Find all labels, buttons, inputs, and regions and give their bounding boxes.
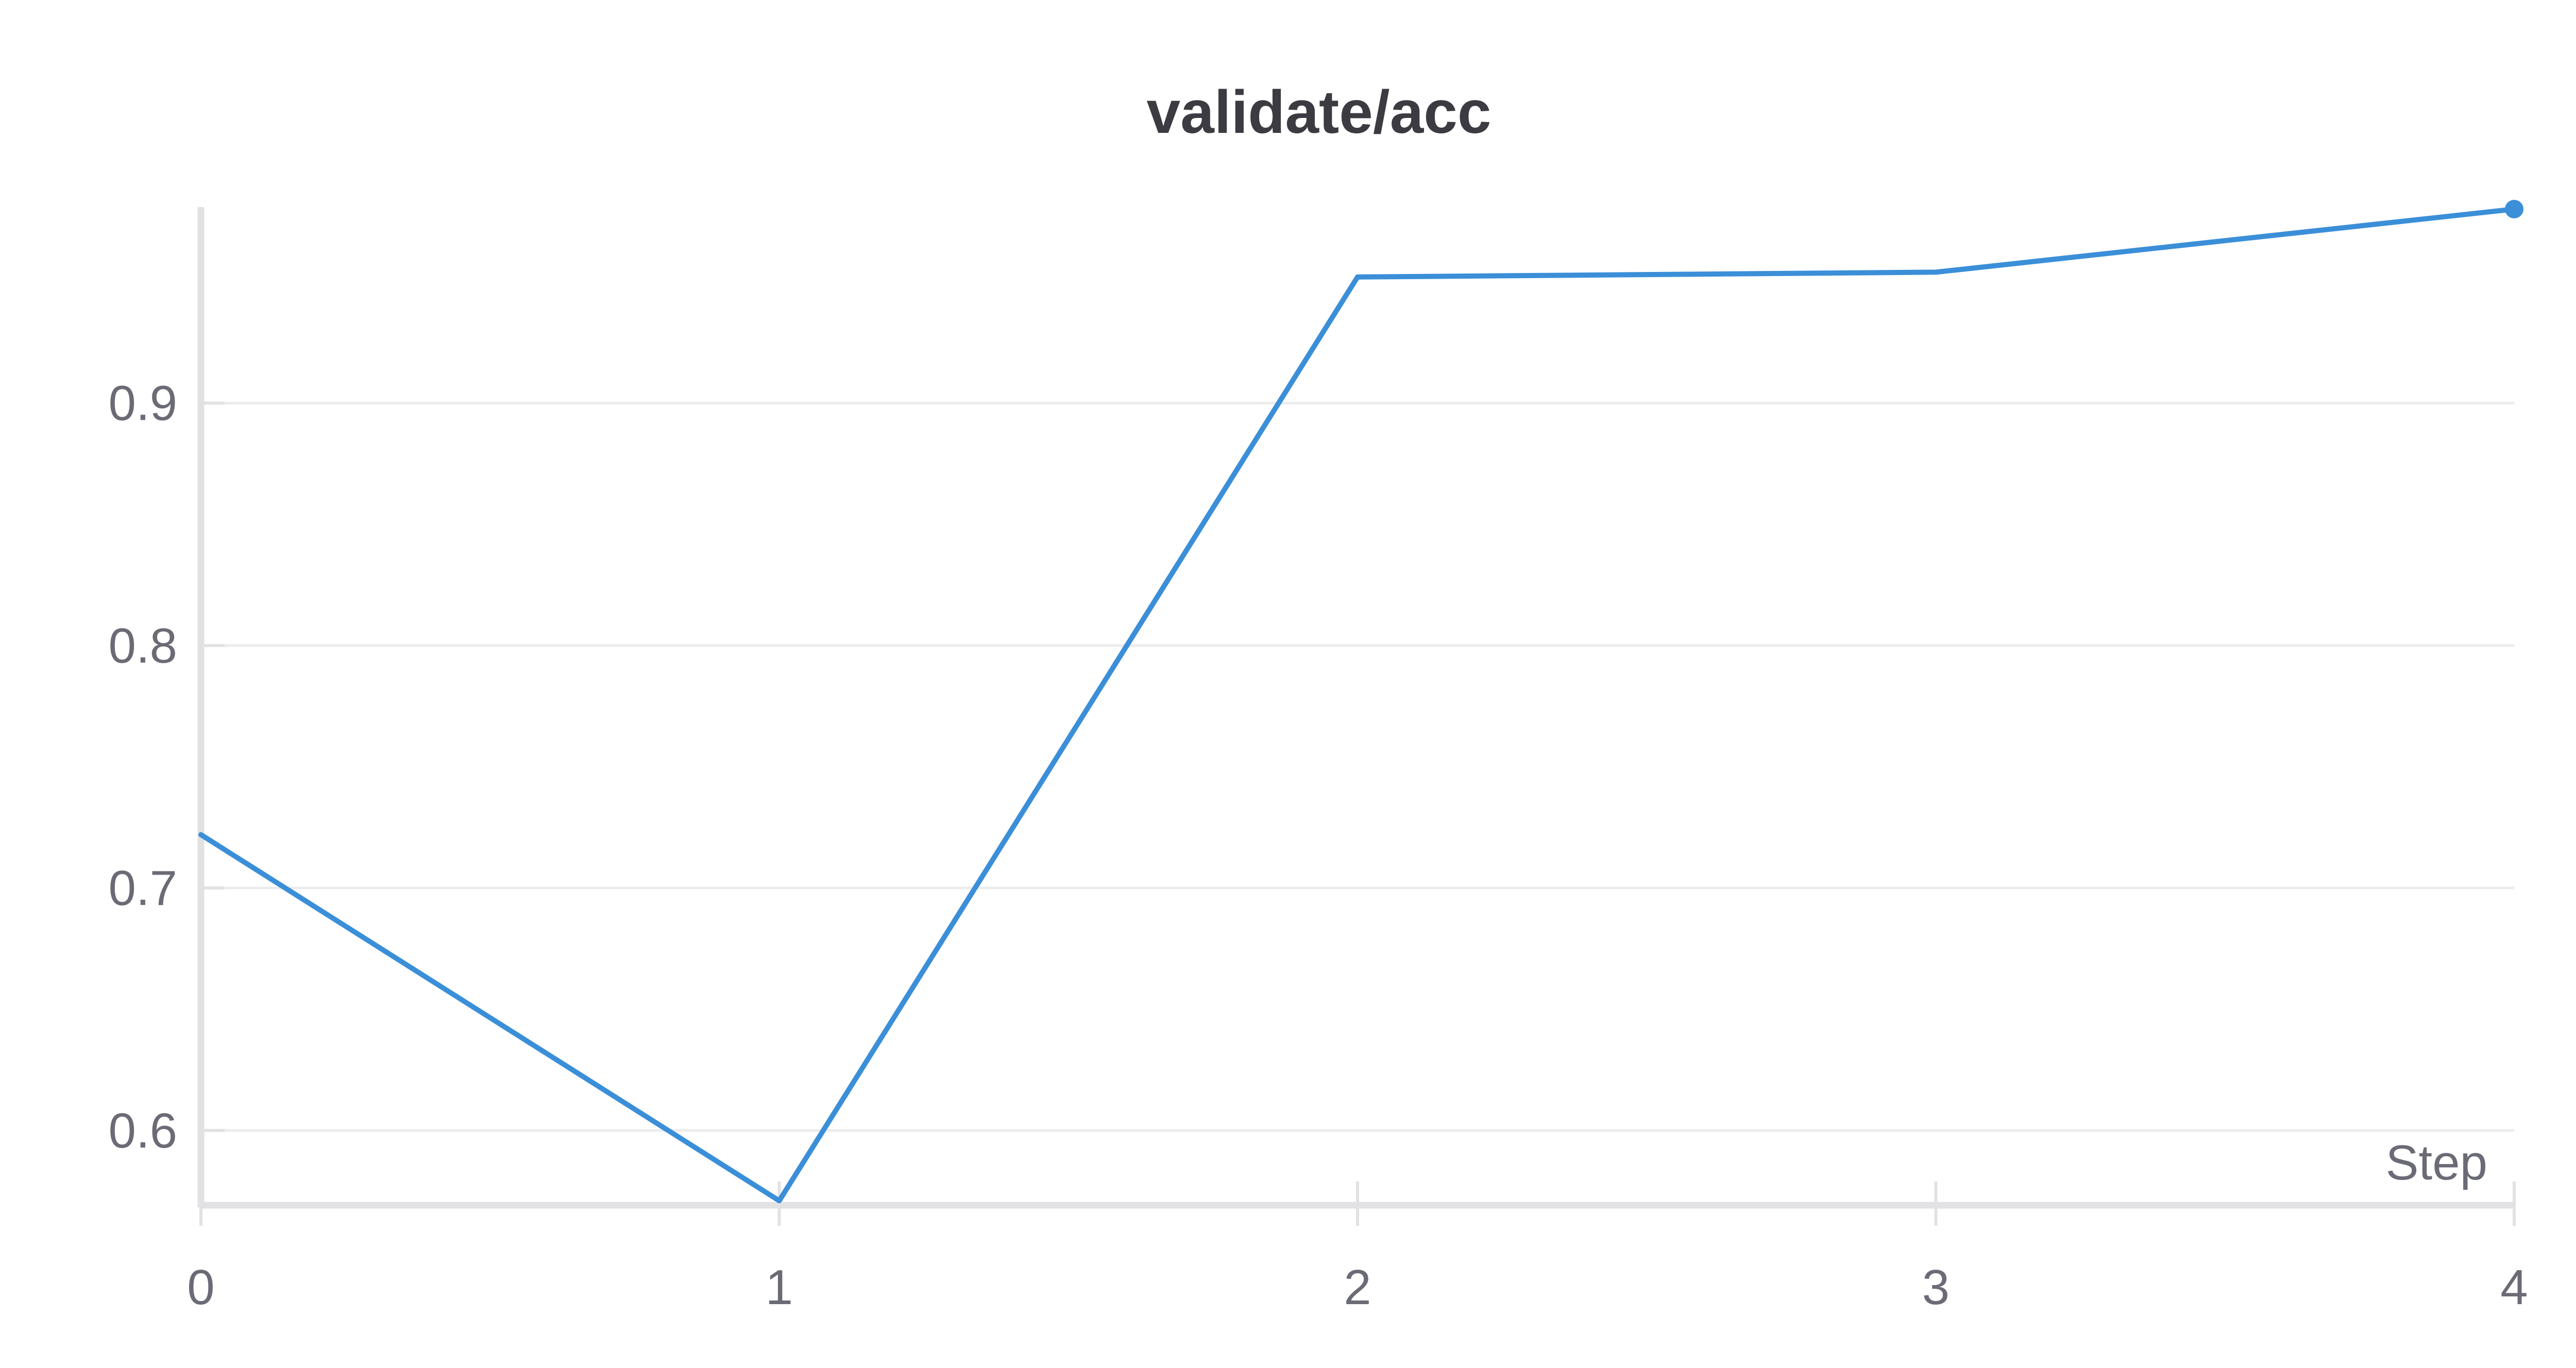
series-line (198, 207, 2517, 1204)
x-tick-label: 2 (1344, 1260, 1371, 1315)
chart-title: validate/acc (1146, 78, 1491, 146)
tick-labels: 0.6 0.7 0.8 0.9 0 1 2 3 4 (109, 376, 2528, 1315)
x-tick-label: 4 (2500, 1260, 2528, 1315)
x-tick-label: 0 (187, 1260, 214, 1315)
y-tick-label: 0.6 (109, 1103, 177, 1158)
x-tick-label: 3 (1922, 1260, 1950, 1315)
y-tick-label: 0.7 (109, 861, 177, 916)
x-tick-label: 1 (766, 1260, 793, 1315)
y-tick-label: 0.8 (109, 618, 177, 673)
series-lines (198, 200, 2523, 1204)
axes (197, 207, 2516, 1226)
grid-lines (201, 402, 2514, 1132)
x-axis-title: Step (2386, 1135, 2487, 1190)
data-point (2505, 200, 2523, 218)
y-tick-label: 0.9 (109, 376, 177, 431)
